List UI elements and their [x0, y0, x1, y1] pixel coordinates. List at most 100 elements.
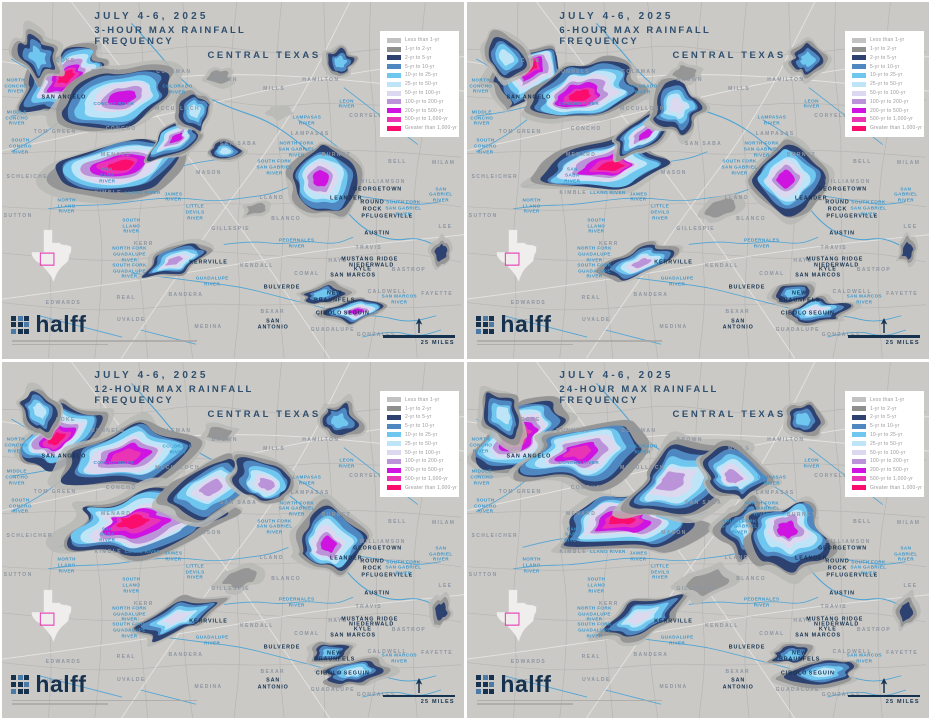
scale-bar-label: 25 MILES: [885, 339, 920, 346]
texas-silhouette: [31, 589, 72, 643]
legend-swatch: [851, 90, 866, 96]
legend-label: 2-yr to 5-yr: [404, 414, 432, 421]
north-arrow-icon: [415, 677, 423, 693]
legend-item: 100-yr to 200-yr: [386, 458, 453, 464]
legend-item: 500-yr to 1,000-yr: [851, 475, 918, 482]
halff-logo: halff: [11, 313, 86, 336]
legend-swatch: [386, 46, 401, 52]
disclaimer-text: [477, 338, 663, 347]
legend-item: 25-yr to 50-yr: [851, 81, 918, 87]
texas-silhouette: [496, 589, 537, 643]
title-main: 12-HOUR MAX RAINFALL FREQUENCY: [94, 384, 254, 407]
legend-swatch: [851, 467, 866, 473]
legend-swatch: [851, 441, 866, 447]
title-main: 3-HOUR MAX RAINFALL FREQUENCY: [94, 24, 246, 47]
texas-silhouette: [31, 230, 72, 283]
legend-swatch: [386, 99, 401, 105]
legend-swatch: [386, 476, 401, 482]
legend-label: 200-yr to 500-yr: [404, 467, 444, 474]
legend-label: 500-yr to 1,000-yr: [869, 475, 914, 482]
scale-bar: 25 MILES: [847, 318, 920, 346]
disclaimer-line: [12, 340, 198, 342]
map-panel-3hr: COKE RUNNELS COLEMAN BROWN MILLS HAMILTON CORY…: [2, 2, 464, 359]
map-panel-24hr: COKE RUNNELS COLEMAN BROWN MILLS HAMILTON CORY…: [467, 361, 929, 718]
map-title: JULY 4-6, 2025 3-HOUR MAX RAINFALL FREQU…: [94, 11, 320, 61]
map-title: JULY 4-6, 2025 12-HOUR MAX RAINFALL FREQ…: [94, 370, 320, 420]
legend-item: 2-yr to 5-yr: [851, 414, 918, 421]
legend-swatch: [386, 55, 401, 61]
legend-swatch: [851, 397, 866, 403]
legend: Less than 1-yr 1-yr to 2-yr 2-yr to 5-yr 5-…: [844, 31, 925, 138]
legend-item: 1-yr to 2-yr: [851, 46, 918, 52]
legend-label: 500-yr to 1,000-yr: [404, 116, 449, 123]
legend-swatch: [851, 55, 866, 61]
legend-label: 200-yr to 500-yr: [869, 467, 909, 474]
texas-silhouette: [496, 230, 537, 283]
disclaimer-line: [12, 343, 109, 346]
legend-item: Less than 1-yr: [851, 37, 918, 44]
halff-logo-text: halff: [500, 311, 552, 338]
legend-swatch: [851, 423, 866, 429]
disclaimer-text: [12, 698, 198, 707]
legend-label: 5-yr to 10-yr: [404, 423, 435, 430]
legend-label: 1-yr to 2-yr: [869, 405, 897, 412]
legend-swatch: [386, 108, 401, 114]
legend-label: 2-yr to 5-yr: [869, 54, 897, 61]
title-date: JULY 4-6, 2025: [559, 10, 674, 22]
study-area-box: [39, 612, 55, 626]
legend-item: 50-yr to 100-yr: [386, 90, 453, 96]
disclaimer-line: [477, 699, 663, 702]
title-region: CENTRAL TEXAS: [672, 49, 786, 61]
legend-item: 25-yr to 50-yr: [386, 441, 453, 447]
legend-swatch: [851, 406, 866, 412]
legend-label: 10-yr to 25-yr: [404, 72, 438, 79]
title-main: 6-HOUR MAX RAINFALL FREQUENCY: [559, 24, 711, 47]
legend-item: 200-yr to 500-yr: [386, 108, 453, 114]
rainfall-map-24hr: [467, 361, 929, 718]
texas-inset-map: [496, 589, 537, 643]
legend-item: 5-yr to 10-yr: [386, 423, 453, 430]
legend: Less than 1-yr 1-yr to 2-yr 2-yr to 5-yr 5-…: [379, 31, 460, 138]
legend-item: 100-yr to 200-yr: [851, 99, 918, 105]
legend-item: Greater than 1,000-yr: [851, 485, 922, 491]
rainfall-layer: [13, 381, 454, 690]
texas-inset-map: [31, 230, 72, 283]
scale-bar-line: [382, 335, 455, 338]
legend-label: 10-yr to 25-yr: [869, 431, 903, 438]
legend-label: 5-yr to 10-yr: [404, 63, 435, 70]
legend-item: 5-yr to 10-yr: [851, 64, 918, 70]
legend-swatch: [386, 116, 401, 122]
legend-swatch: [851, 450, 866, 455]
legend-swatch: [386, 397, 401, 403]
legend-label: 2-yr to 5-yr: [869, 414, 897, 421]
legend-label: Less than 1-yr: [869, 37, 905, 44]
legend-item: 25-yr to 50-yr: [386, 81, 453, 87]
legend: Less than 1-yr 1-yr to 2-yr 2-yr to 5-yr 5-…: [379, 390, 460, 497]
legend-label: Greater than 1,000-yr: [404, 484, 457, 491]
north-arrow-icon: [415, 318, 423, 334]
legend-item: Less than 1-yr: [386, 397, 453, 403]
legend-label: 10-yr to 25-yr: [869, 72, 903, 79]
legend-label: 1-yr to 2-yr: [404, 405, 432, 412]
legend-swatch: [851, 125, 866, 131]
disclaimer-text: [12, 338, 198, 347]
disclaimer-line: [12, 703, 109, 705]
legend-label: Less than 1-yr: [869, 396, 905, 403]
legend-label: 50-yr to 100-yr: [404, 90, 441, 96]
legend-swatch: [851, 108, 866, 114]
legend: Less than 1-yr 1-yr to 2-yr 2-yr to 5-yr 5-…: [844, 390, 925, 497]
halff-logo-icon: [476, 675, 495, 694]
disclaimer-line: [477, 340, 663, 342]
texas-inset-map: [496, 230, 537, 283]
legend-swatch: [386, 458, 401, 464]
legend-label: Greater than 1,000-yr: [869, 484, 922, 491]
legend-label: 500-yr to 1,000-yr: [404, 475, 449, 482]
legend-item: 500-yr to 1,000-yr: [386, 116, 453, 123]
title-main: 24-HOUR MAX RAINFALL FREQUENCY: [559, 384, 719, 407]
scale-bar: 25 MILES: [382, 677, 455, 705]
legend-label: 100-yr to 200-yr: [869, 458, 909, 465]
legend-swatch: [386, 81, 401, 87]
disclaimer-text: [477, 698, 663, 707]
legend-item: 5-yr to 10-yr: [386, 63, 453, 70]
title-date: JULY 4-6, 2025: [94, 370, 209, 382]
